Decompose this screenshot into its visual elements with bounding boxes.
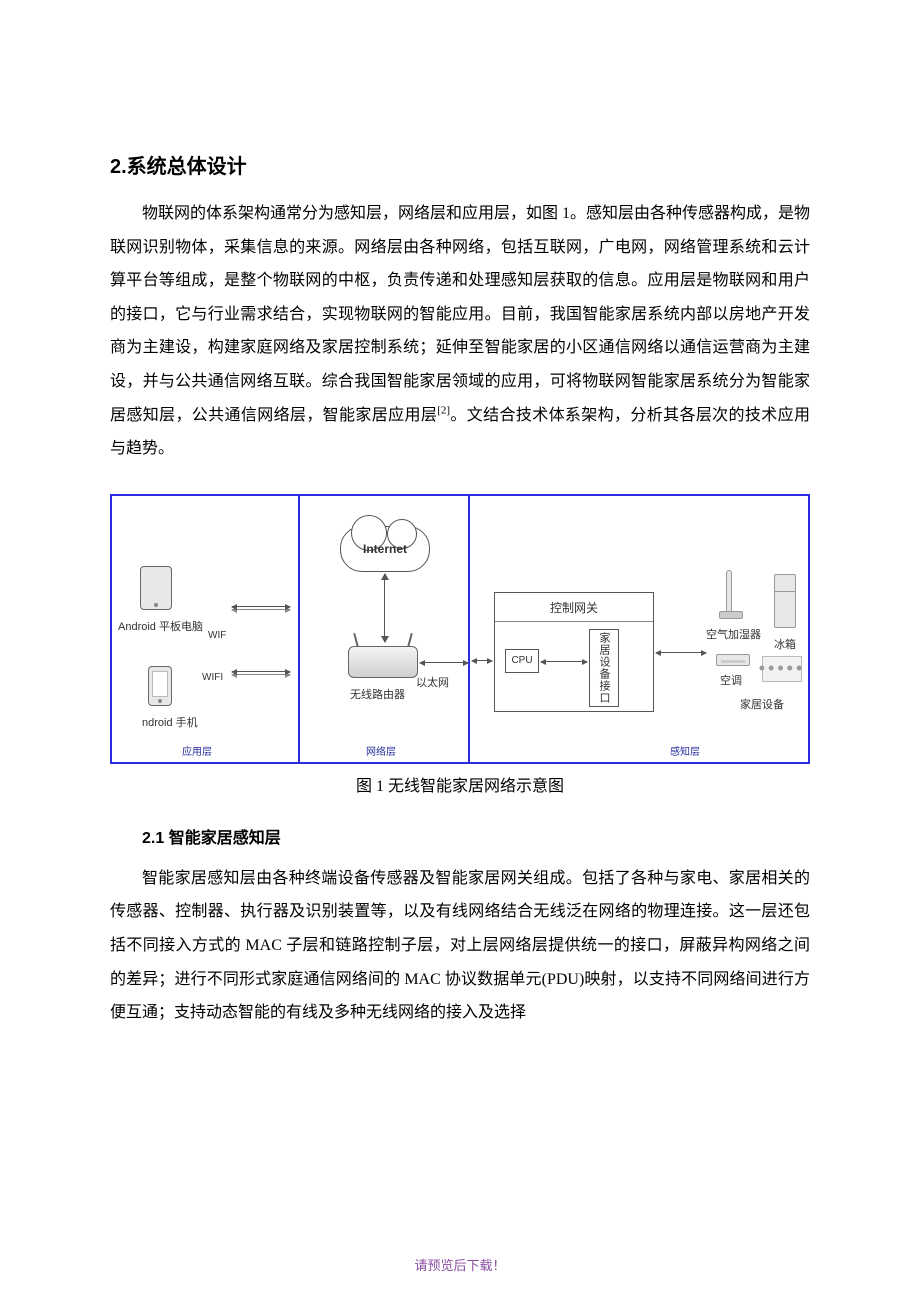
panel1-layer-label: 应用层	[182, 743, 212, 758]
paragraph-2: 智能家居感知层由各种终端设备传感器及智能家居网关组成。包括了各种与家电、家居相关…	[110, 862, 810, 1030]
cpu-box: CPU	[505, 649, 539, 673]
paragraph-1-text: 物联网的体系架构通常分为感知层，网络层和应用层，如图 1。感知层由各种传感器构成…	[110, 205, 810, 424]
tablet-device	[140, 566, 172, 610]
ac-icon	[716, 654, 750, 666]
panel3-layer-label: 感知层	[670, 743, 700, 758]
devices-group-label: 家居设备	[740, 696, 784, 712]
figure-1-caption: 图 1 无线智能家居网络示意图	[110, 772, 810, 796]
humidifier-label: 空气加湿器	[706, 626, 761, 642]
cpu-label: CPU	[511, 655, 532, 666]
internet-label: Internet	[363, 542, 407, 556]
fridge-label: 冰箱	[774, 636, 796, 652]
arrow-eth-to-cpu	[472, 660, 492, 661]
panel2-layer-label: 网络层	[366, 743, 396, 758]
phone-icon	[148, 666, 172, 706]
fridge-icon	[774, 574, 796, 628]
figure-1-diagram: Android 平板电脑 WIF ndroid 手机 WIFI 应用层 Inte…	[110, 494, 810, 796]
internet-cloud: Internet	[340, 526, 430, 572]
panel-application-layer: Android 平板电脑 WIF ndroid 手机 WIFI 应用层	[110, 494, 300, 764]
heading-1: 2.系统总体设计	[110, 150, 810, 179]
panel-network-layer: Internet 无线路由器 以太网 网络层	[300, 494, 470, 764]
phone-label: ndroid 手机	[142, 714, 198, 730]
paragraph-1: 物联网的体系架构通常分为感知层，网络层和应用层，如图 1。感知层由各种传感器构成…	[110, 197, 810, 466]
dots: •••••	[759, 658, 806, 679]
arrow-phone-router	[232, 671, 290, 672]
footer-watermark: 请预览后下载！	[0, 1255, 920, 1274]
arrow-cloud-router	[384, 574, 385, 642]
router-label: 无线路由器	[350, 686, 405, 702]
ethernet-label: 以太网	[416, 674, 449, 690]
ac-label: 空调	[720, 672, 742, 688]
arrow-tablet-router	[232, 606, 290, 607]
wireless-router-icon	[348, 646, 418, 678]
gateway-box: 控制网关 CPU 家居设备接口	[494, 592, 654, 712]
more-devices-icon: •••••	[762, 656, 802, 682]
arrow-cpu-iface	[541, 661, 587, 662]
heading-2-1: 2.1 智能家居感知层	[110, 824, 810, 848]
arrow-gateway-devices	[656, 652, 706, 653]
tablet-label: Android 平板电脑	[118, 618, 203, 634]
iface-label: 家居设备接口	[596, 632, 612, 704]
wifi-label-2: WIFI	[202, 672, 223, 683]
home-device-interface: 家居设备接口	[589, 629, 619, 707]
document-page: 2.系统总体设计 物联网的体系架构通常分为感知层，网络层和应用层，如图 1。感知…	[0, 0, 920, 1302]
wifi-label-1: WIF	[208, 630, 226, 641]
humidifier-icon	[726, 570, 732, 616]
tablet-icon	[140, 566, 172, 610]
panel-perception-layer: 控制网关 CPU 家居设备接口 空气加湿器 冰箱	[470, 494, 810, 764]
gateway-divider	[495, 621, 653, 622]
gateway-title: 控制网关	[495, 599, 653, 616]
arrow-router-gateway	[420, 662, 468, 663]
diagram-row: Android 平板电脑 WIF ndroid 手机 WIFI 应用层 Inte…	[110, 494, 810, 764]
phone-device	[148, 666, 172, 706]
citation-2: [2]	[437, 404, 450, 416]
